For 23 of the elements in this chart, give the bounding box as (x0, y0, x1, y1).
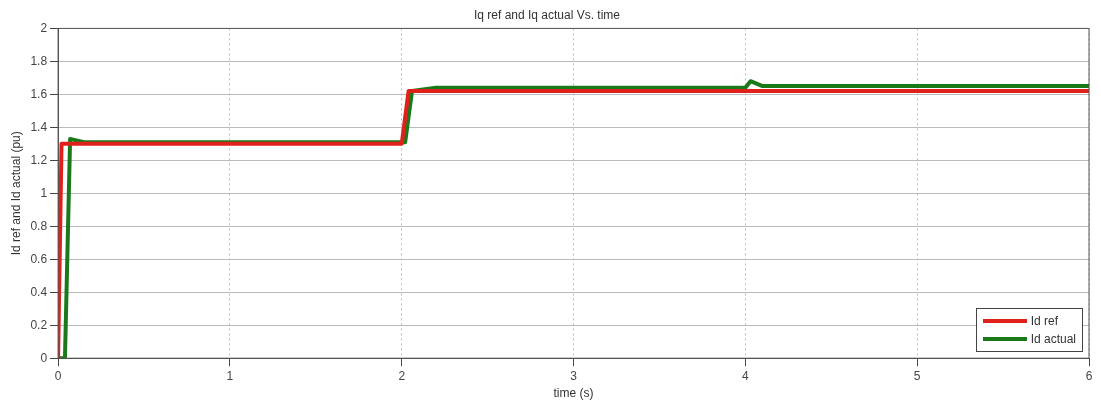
x-tick-label: 0 (54, 368, 62, 383)
y-tick-label: 1.6 (30, 86, 48, 101)
x-tick-label: 3 (570, 368, 578, 383)
y-tick-label: 0 (40, 350, 48, 365)
x-tick-label: 4 (742, 368, 750, 383)
y-tick-label: 1.4 (30, 119, 48, 134)
x-tick-label: 1 (226, 368, 234, 383)
y-tick-label: 1 (40, 185, 48, 200)
y-tick-label: 1.2 (30, 152, 48, 167)
x-axis-title: time (s) (553, 386, 594, 401)
y-tick-label: 0.6 (30, 251, 48, 266)
y-tick-label: 1.8 (30, 53, 48, 68)
y-tick-label: 0.8 (30, 218, 48, 233)
x-tick-label: 5 (913, 368, 921, 383)
legend-label: Id ref (1030, 314, 1058, 329)
x-tick-label: 2 (398, 368, 406, 383)
chart-title: Iq ref and Iq actual Vs. time (473, 7, 621, 22)
legend-label: Id actual (1030, 332, 1076, 347)
y-tick-label: 2 (40, 20, 48, 35)
y-tick-label: 0.4 (30, 284, 48, 299)
x-tick-label: 6 (1085, 368, 1093, 383)
y-axis-title: Id ref and Id actual (pu) (8, 131, 23, 256)
y-tick-label: 0.2 (30, 317, 48, 332)
